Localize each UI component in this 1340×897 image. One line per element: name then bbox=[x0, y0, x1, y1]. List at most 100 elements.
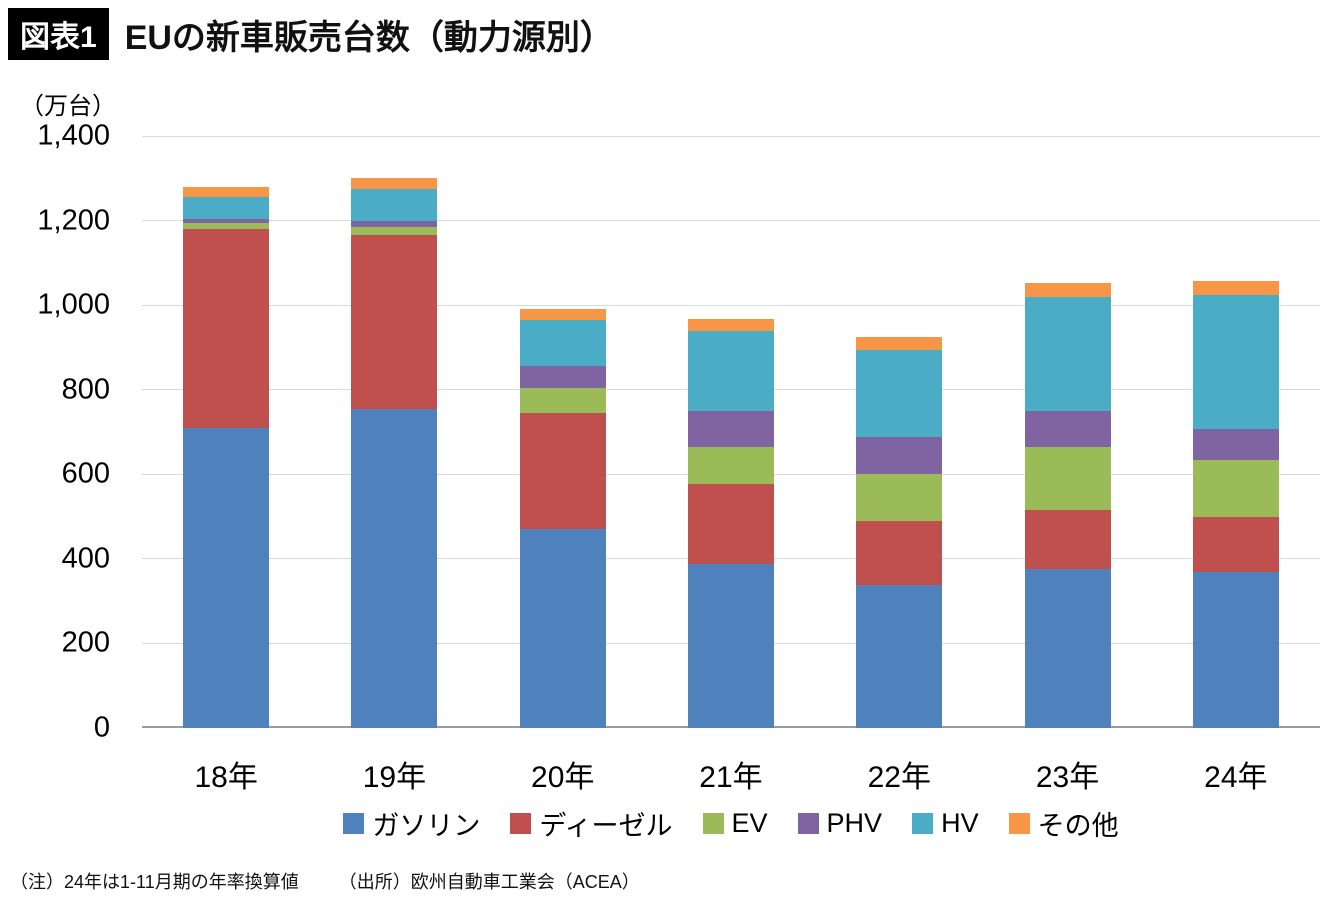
bar-column-0 bbox=[142, 136, 310, 728]
bar-segment bbox=[519, 309, 606, 320]
x-tick-label: 24年 bbox=[1204, 761, 1268, 794]
y-tick-label: 0 bbox=[93, 711, 110, 744]
legend-swatch-icon bbox=[343, 813, 365, 834]
legend-item: PHV bbox=[797, 808, 883, 839]
bar-segment bbox=[183, 197, 270, 219]
bar-segment bbox=[519, 387, 606, 413]
legend-label: その他 bbox=[1037, 811, 1119, 841]
bar-segment bbox=[1024, 446, 1111, 511]
bar-segment bbox=[856, 520, 943, 586]
y-tick-label: 400 bbox=[61, 542, 110, 575]
figure-header: 図表1 EUの新車販売台数（動力源別） bbox=[8, 8, 614, 60]
legend-label: ディーゼル bbox=[539, 811, 673, 841]
stacked-bar bbox=[351, 136, 438, 728]
legend-label: HV bbox=[941, 808, 979, 838]
bar-segment bbox=[1192, 572, 1279, 728]
bar-segment bbox=[1024, 510, 1111, 570]
stacked-bar bbox=[1192, 136, 1279, 728]
y-tick-label: 1,200 bbox=[37, 204, 110, 237]
legend-label: ガソリン bbox=[372, 811, 481, 841]
bar-segment bbox=[1192, 459, 1279, 518]
bar-segment bbox=[1192, 517, 1279, 573]
bar-segment bbox=[351, 178, 438, 189]
stacked-bars bbox=[142, 136, 1320, 728]
bar-column-4 bbox=[815, 136, 983, 728]
legend-item: EV bbox=[702, 808, 768, 839]
x-tick-label: 19年 bbox=[362, 761, 427, 794]
bar-segment bbox=[687, 318, 774, 331]
bar-segment bbox=[687, 483, 774, 564]
gridline bbox=[142, 304, 1320, 306]
legend-swatch-icon bbox=[1008, 813, 1030, 834]
bar-segment bbox=[1024, 282, 1111, 297]
gridline bbox=[142, 135, 1320, 137]
bar-column-6 bbox=[1152, 136, 1320, 728]
y-axis-unit-label: （万台） bbox=[20, 93, 116, 120]
legend-label: EV bbox=[731, 808, 768, 838]
stacked-bar bbox=[519, 136, 606, 728]
bar-segment bbox=[1192, 428, 1279, 460]
bar-segment bbox=[1024, 296, 1111, 411]
bar-segment bbox=[183, 222, 270, 230]
x-tick-label: 23年 bbox=[1035, 761, 1100, 794]
stacked-bar bbox=[856, 136, 943, 728]
plot-area bbox=[142, 135, 1320, 728]
chart-title: EUの新車販売台数（動力源別） bbox=[124, 18, 614, 57]
y-tick-label: 1,400 bbox=[37, 119, 110, 152]
bar-segment bbox=[1024, 569, 1111, 728]
bar-segment bbox=[856, 336, 943, 350]
bar-segment bbox=[856, 349, 943, 438]
legend-item: HV bbox=[912, 808, 979, 839]
y-tick-label: 200 bbox=[61, 626, 110, 659]
bar-segment bbox=[351, 408, 438, 728]
legend-swatch-icon bbox=[797, 813, 819, 834]
gridline bbox=[142, 220, 1320, 222]
legend-item: ディーゼル bbox=[510, 804, 673, 843]
source-text: （出所）欧州自動車工業会（ACEA） bbox=[338, 872, 640, 892]
bar-segment bbox=[519, 319, 606, 367]
note-text: （注）24年は1-11月期の年率換算値 bbox=[10, 872, 299, 892]
stacked-bar bbox=[687, 136, 774, 728]
bar-segment bbox=[687, 410, 774, 447]
legend: ガソリン ディーゼル EV PHV HV その他 bbox=[142, 804, 1320, 843]
bar-segment bbox=[856, 437, 943, 475]
x-tick-label: 22年 bbox=[867, 761, 931, 794]
legend-item: ガソリン bbox=[343, 804, 480, 843]
bar-column-3 bbox=[647, 136, 815, 728]
bar-segment bbox=[1024, 410, 1111, 447]
bar-segment bbox=[1192, 280, 1279, 295]
x-axis-labels: 18年 19年 20年 21年 22年 23年 24年 bbox=[142, 752, 1320, 796]
legend-item: その他 bbox=[1008, 804, 1119, 843]
legend-swatch-icon bbox=[912, 813, 934, 834]
bar-segment bbox=[687, 563, 774, 728]
bar-segment bbox=[351, 188, 438, 221]
bar-segment bbox=[183, 218, 270, 223]
y-axis-tick-labels: 0 200 400 600 800 1,000 1,200 1,400 bbox=[0, 120, 120, 744]
y-tick-label: 600 bbox=[61, 457, 110, 490]
bar-segment bbox=[183, 427, 270, 728]
bar-column-2 bbox=[479, 136, 647, 728]
legend-label: PHV bbox=[826, 808, 883, 838]
bar-segment bbox=[183, 229, 270, 428]
bar-segment bbox=[856, 585, 943, 728]
bar-segment bbox=[519, 529, 606, 728]
bar-segment bbox=[687, 330, 774, 411]
y-tick-label: 1,000 bbox=[37, 288, 110, 321]
bar-segment bbox=[856, 474, 943, 521]
bar-segment bbox=[1192, 294, 1279, 429]
bar-segment bbox=[183, 186, 270, 198]
bar-segment bbox=[519, 412, 606, 530]
bar-column-5 bbox=[983, 136, 1151, 728]
bar-segment bbox=[351, 226, 438, 236]
bar-segment bbox=[351, 235, 438, 409]
y-tick-label: 800 bbox=[61, 373, 110, 406]
figure-number-badge: 図表1 bbox=[8, 8, 109, 60]
legend-swatch-icon bbox=[510, 813, 532, 834]
legend-swatch-icon bbox=[702, 813, 724, 834]
x-tick-label: 20年 bbox=[531, 761, 595, 794]
bar-column-1 bbox=[310, 136, 478, 728]
x-tick-label: 18年 bbox=[194, 761, 258, 794]
bar-segment bbox=[687, 446, 774, 484]
footnote: （注）24年は1-11月期の年率換算値 （出所）欧州自動車工業会（ACEA） bbox=[10, 868, 640, 894]
